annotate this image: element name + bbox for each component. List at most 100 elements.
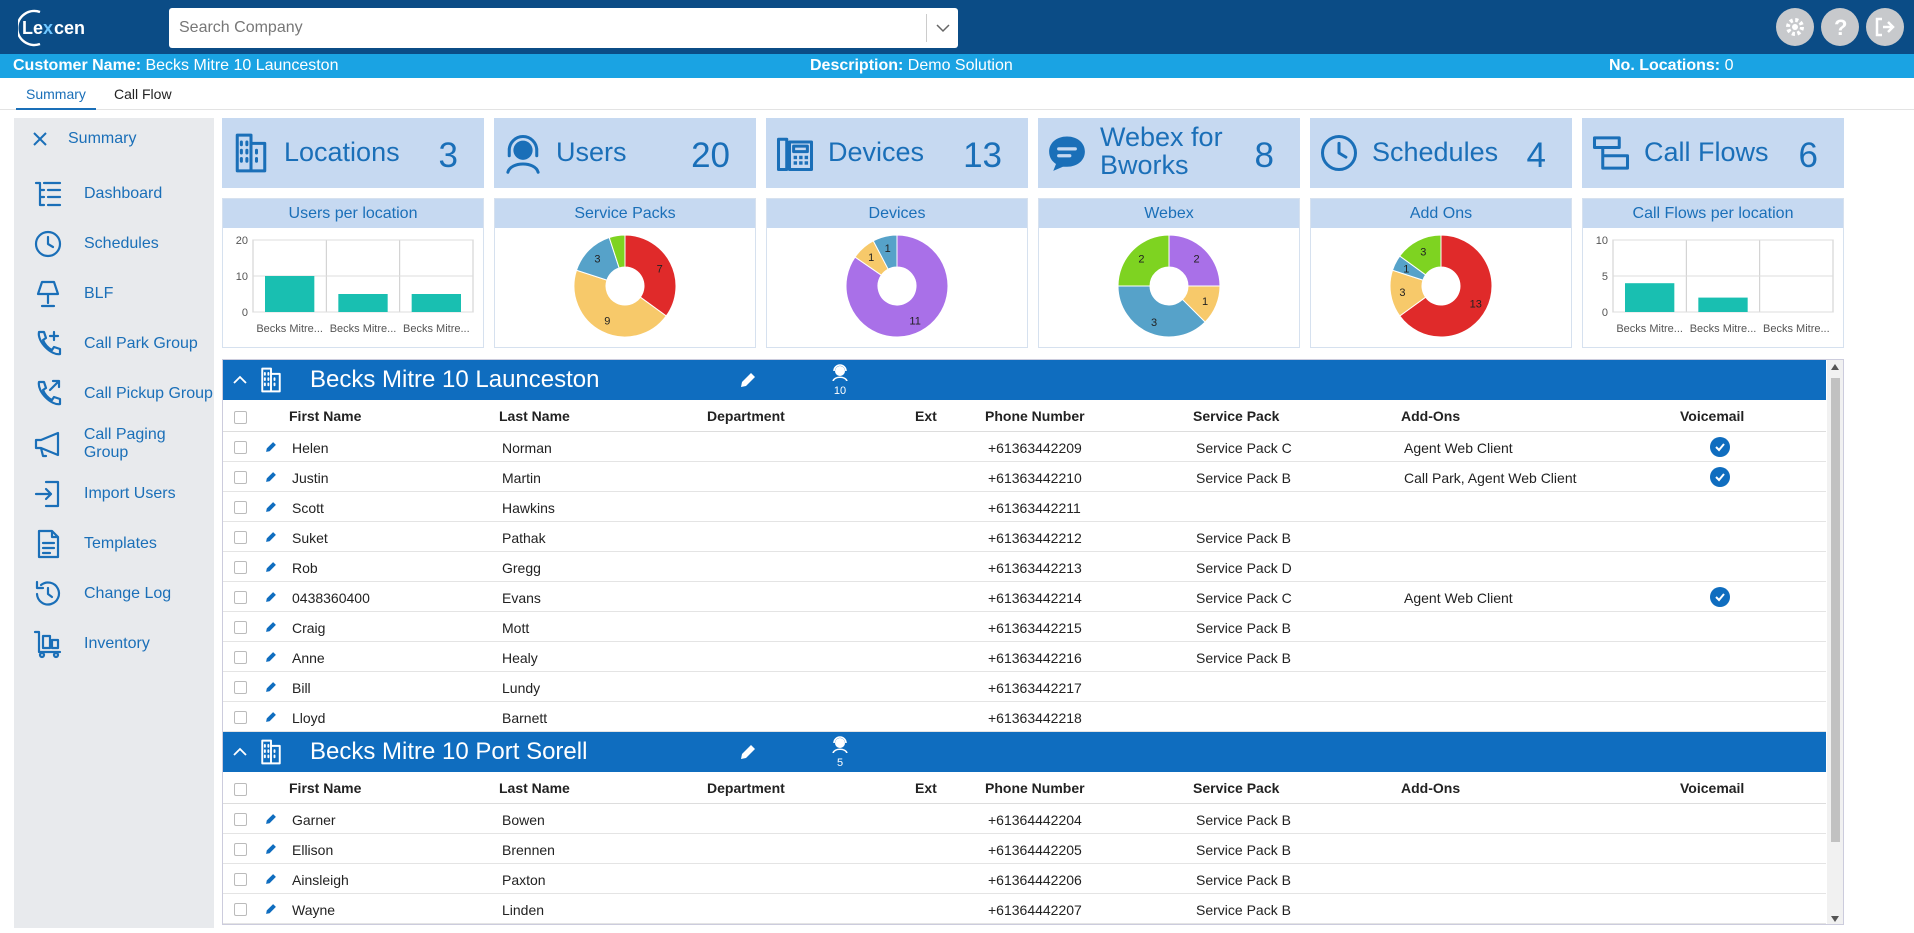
row-checkbox[interactable] [234, 651, 247, 664]
column-header[interactable]: Ext [915, 780, 937, 796]
tab-call-flow[interactable]: Call Flow [114, 86, 172, 102]
column-header[interactable]: First Name [289, 780, 362, 796]
table-row[interactable]: Bill Lundy +61363442217 [223, 672, 1826, 702]
bar[interactable] [338, 294, 388, 312]
column-header[interactable]: Service Pack [1193, 408, 1280, 424]
edit-location-button[interactable] [738, 370, 758, 395]
column-header[interactable]: Add-Ons [1401, 408, 1461, 424]
edit-user-button[interactable] [264, 650, 278, 667]
edit-user-button[interactable] [264, 590, 278, 607]
column-header[interactable]: Department [707, 780, 785, 796]
search-dropdown-button[interactable] [926, 14, 958, 42]
bar[interactable] [1698, 297, 1748, 312]
edit-user-button[interactable] [264, 530, 278, 547]
location-users-indicator[interactable]: 5 [830, 735, 850, 769]
scroll-down-arrow-icon[interactable] [1831, 916, 1839, 922]
edit-user-button[interactable] [264, 710, 278, 727]
grid-scrollbar[interactable] [1827, 360, 1843, 924]
location-group-header[interactable]: Becks Mitre 10 Launceston 10 [223, 360, 1826, 400]
sidebar-item-blf[interactable]: BLF [28, 276, 113, 312]
row-checkbox[interactable] [234, 681, 247, 694]
edit-user-button[interactable] [264, 680, 278, 697]
table-row[interactable]: Ainsleigh Paxton +61364442206 Service Pack … [223, 864, 1826, 894]
tab-summary[interactable]: Summary [16, 86, 96, 110]
pie-slice[interactable] [872, 234, 898, 270]
pie-slice[interactable] [845, 234, 949, 338]
sidebar-item-call-pickup-group[interactable]: Call Pickup Group [28, 376, 213, 412]
column-header[interactable]: Ext [915, 408, 937, 424]
row-checkbox[interactable] [234, 813, 247, 826]
column-header[interactable]: Service Pack [1193, 780, 1280, 796]
bar[interactable] [265, 276, 315, 312]
pie-slice[interactable] [573, 269, 667, 338]
location-group-header[interactable]: Becks Mitre 10 Port Sorell 5 [223, 732, 1826, 772]
row-checkbox[interactable] [234, 471, 247, 484]
table-row[interactable]: Ellison Brennen +61364442205 Service Pack B [223, 834, 1826, 864]
column-header[interactable]: Last Name [499, 780, 570, 796]
help-button[interactable]: ? [1821, 8, 1859, 46]
close-icon[interactable] [32, 131, 48, 147]
column-header[interactable]: Department [707, 408, 785, 424]
row-checkbox[interactable] [234, 903, 247, 916]
pie-slice[interactable] [1168, 234, 1221, 287]
bar[interactable] [411, 294, 461, 312]
row-checkbox[interactable] [234, 873, 247, 886]
row-checkbox[interactable] [234, 531, 247, 544]
scroll-up-arrow-icon[interactable] [1831, 364, 1839, 370]
grid-scroll-thumb[interactable] [1831, 378, 1840, 842]
column-header[interactable]: Voicemail [1680, 408, 1745, 424]
table-row[interactable]: Justin Martin +61363442210 Service Pack B Ca… [223, 462, 1826, 492]
pie-slice[interactable] [1399, 234, 1493, 338]
sidebar-item-inventory[interactable]: Inventory [28, 626, 150, 662]
table-row[interactable]: Garner Bowen +61364442204 Service Pack B [223, 804, 1826, 834]
table-row[interactable]: Craig Mott +61363442215 Service Pack B [223, 612, 1826, 642]
pie-slice[interactable] [1117, 285, 1206, 338]
sidebar-item-call-paging-group[interactable]: Call Paging Group [28, 426, 214, 462]
edit-user-button[interactable] [264, 620, 278, 637]
select-all-checkbox[interactable] [234, 783, 247, 796]
summary-card-call-flows[interactable]: Call Flows 6 [1582, 118, 1844, 188]
table-row[interactable]: Wayne Linden +61364442207 Service Pack B [223, 894, 1826, 924]
table-row[interactable]: Lloyd Barnett +61363442218 [223, 702, 1826, 732]
edit-location-button[interactable] [738, 742, 758, 767]
table-row[interactable]: Scott Hawkins +61363442211 [223, 492, 1826, 522]
settings-button[interactable] [1776, 8, 1814, 46]
edit-user-button[interactable] [264, 842, 278, 859]
lexcen-logo[interactable]: Le x cen [18, 6, 98, 48]
edit-user-button[interactable] [264, 440, 278, 457]
table-row[interactable]: 0438360400 Evans +61363442214 Service Pack … [223, 582, 1826, 612]
sidebar-item-call-park-group[interactable]: Call Park Group [28, 326, 198, 362]
summary-card-schedules[interactable]: Schedules 4 [1310, 118, 1572, 188]
table-row[interactable]: Rob Gregg +61363442213 Service Pack D [223, 552, 1826, 582]
summary-card-webex-for-bworks[interactable]: Webex for Bworks 8 [1038, 118, 1300, 188]
row-checkbox[interactable] [234, 621, 247, 634]
edit-user-button[interactable] [264, 812, 278, 829]
search-company[interactable] [169, 8, 958, 48]
edit-user-button[interactable] [264, 500, 278, 517]
column-header[interactable]: Phone Number [985, 408, 1085, 424]
row-checkbox[interactable] [234, 501, 247, 514]
collapse-button[interactable] [233, 744, 247, 762]
logout-button[interactable] [1866, 8, 1904, 46]
pie-slice[interactable] [624, 234, 677, 317]
edit-user-button[interactable] [264, 560, 278, 577]
edit-user-button[interactable] [264, 902, 278, 919]
bar[interactable] [1625, 283, 1675, 312]
sidebar-item-import-users[interactable]: Import Users [28, 476, 176, 512]
pie-slice[interactable] [1399, 234, 1442, 276]
sidebar-item-templates[interactable]: Templates [28, 526, 157, 562]
pie-slice[interactable] [608, 234, 626, 269]
edit-user-button[interactable] [264, 872, 278, 889]
sidebar-item-schedules[interactable]: Schedules [28, 226, 159, 262]
table-row[interactable]: Anne Healy +61363442216 Service Pack B [223, 642, 1826, 672]
column-header[interactable]: Phone Number [985, 780, 1085, 796]
select-all-checkbox[interactable] [234, 411, 247, 424]
column-header[interactable]: Last Name [499, 408, 570, 424]
table-row[interactable]: Helen Norman +61363442209 Service Pack C Age… [223, 432, 1826, 462]
column-header[interactable]: Voicemail [1680, 780, 1745, 796]
summary-card-devices[interactable]: Devices 13 [766, 118, 1028, 188]
collapse-button[interactable] [233, 372, 247, 390]
column-header[interactable]: First Name [289, 408, 362, 424]
row-checkbox[interactable] [234, 711, 247, 724]
column-header[interactable]: Add-Ons [1401, 780, 1461, 796]
